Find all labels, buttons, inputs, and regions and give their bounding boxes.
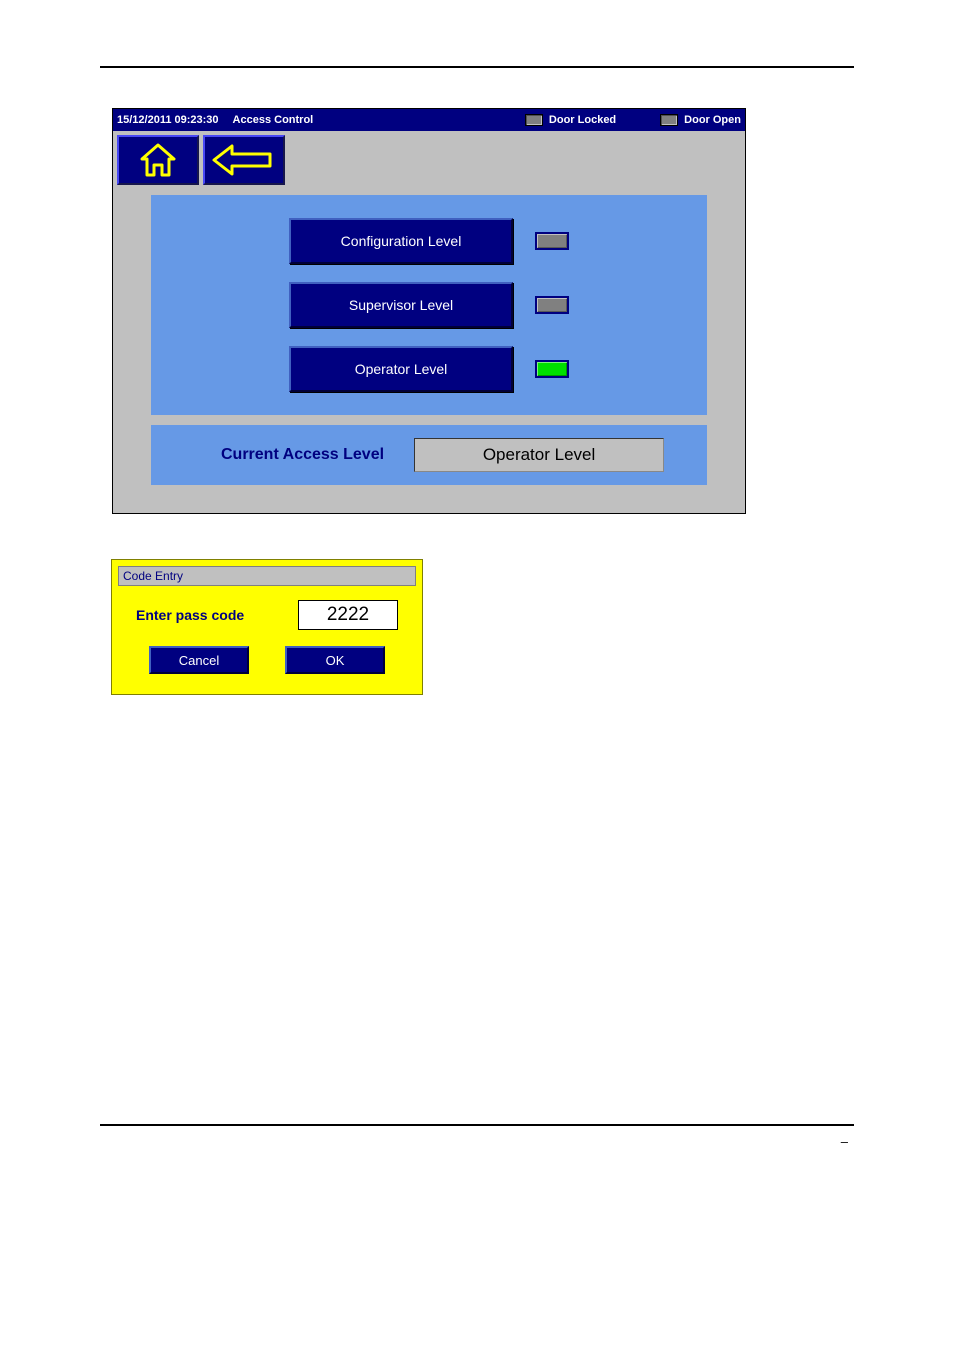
back-arrow-icon — [212, 143, 276, 177]
code-entry-dialog-wrap: Code Entry Enter pass code 2222 Cancel O… — [112, 560, 954, 694]
configuration-level-label: Configuration Level — [341, 233, 462, 249]
operator-level-button[interactable]: Operator Level — [289, 346, 513, 392]
current-level-row: Current Access Level Operator Level — [151, 425, 707, 485]
page-spacer — [0, 694, 954, 1124]
supervisor-level-indicator — [535, 296, 569, 314]
current-level-value: Operator Level — [414, 438, 664, 472]
ok-button[interactable]: OK — [285, 646, 385, 674]
access-control-panel: 15/12/2011 09:23:30 Access Control Door … — [112, 108, 746, 514]
titlebar-status-door-locked: Door Locked — [525, 114, 616, 126]
home-button[interactable] — [117, 135, 199, 185]
dialog-button-row: Cancel OK — [128, 646, 406, 674]
back-button[interactable] — [203, 135, 285, 185]
passcode-prompt: Enter pass code — [136, 607, 286, 623]
level-row-supervisor: Supervisor Level — [164, 282, 694, 328]
supervisor-level-label: Supervisor Level — [349, 297, 453, 313]
door-locked-indicator — [525, 114, 543, 126]
operator-level-label: Operator Level — [355, 361, 448, 377]
dialog-title: Code Entry — [118, 566, 416, 586]
door-locked-label: Door Locked — [549, 114, 616, 126]
level-row-operator: Operator Level — [164, 346, 694, 392]
cancel-button[interactable]: Cancel — [149, 646, 249, 674]
access-control-window: 15/12/2011 09:23:30 Access Control Door … — [112, 108, 746, 514]
current-level-label: Current Access Level — [221, 446, 384, 464]
supervisor-level-button[interactable]: Supervisor Level — [289, 282, 513, 328]
titlebar: 15/12/2011 09:23:30 Access Control Door … — [113, 109, 745, 131]
door-open-indicator — [660, 114, 678, 126]
dialog-input-row: Enter pass code 2222 — [128, 600, 406, 630]
code-entry-dialog: Code Entry Enter pass code 2222 Cancel O… — [112, 560, 422, 694]
page-footer: – — [0, 1126, 954, 1149]
titlebar-title: Access Control — [233, 114, 314, 126]
nav-row — [113, 131, 745, 195]
cancel-button-label: Cancel — [179, 653, 219, 668]
dialog-body: Enter pass code 2222 Cancel OK — [118, 586, 416, 688]
home-icon — [138, 143, 178, 177]
configuration-level-button[interactable]: Configuration Level — [289, 218, 513, 264]
titlebar-datetime: 15/12/2011 09:23:30 — [117, 114, 219, 126]
titlebar-status-door-open: Door Open — [660, 114, 741, 126]
page-rule-top — [100, 66, 854, 68]
level-row-configuration: Configuration Level — [164, 218, 694, 264]
configuration-level-indicator — [535, 232, 569, 250]
passcode-input[interactable]: 2222 — [298, 600, 398, 630]
operator-level-indicator — [535, 360, 569, 378]
levels-panel: Configuration Level Supervisor Level Ope… — [151, 195, 707, 415]
ok-button-label: OK — [326, 653, 345, 668]
door-open-label: Door Open — [684, 114, 741, 126]
